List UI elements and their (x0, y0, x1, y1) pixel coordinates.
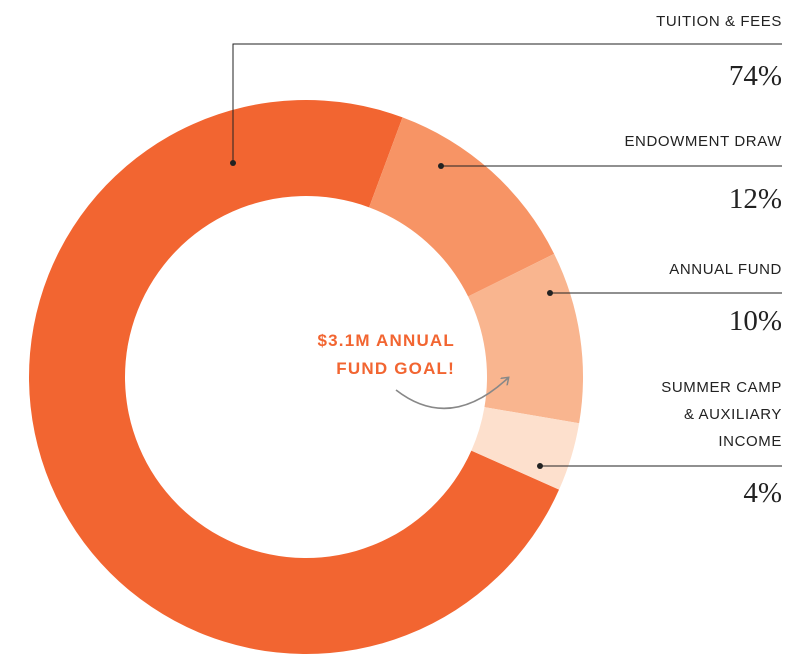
category-label: TUITION & FEES (656, 13, 782, 30)
leader-dot (230, 160, 236, 166)
category-label: ANNUAL FUND (669, 261, 782, 278)
value-label: 74% (728, 60, 782, 92)
annotation-arrow (395, 378, 508, 410)
category-label: ENDOWMENT DRAW (624, 133, 782, 150)
value-label: 12% (728, 183, 782, 215)
slice (468, 253, 583, 424)
value-label: 10% (728, 305, 782, 337)
slice (471, 407, 580, 490)
leader-dot (547, 290, 553, 296)
annotation: $3.1M ANNUAL FUND GOAL! (317, 331, 455, 378)
category-label: SUMMER CAMP & AUXILIARY INCOME (661, 379, 782, 450)
slice (29, 100, 560, 655)
value-label: 4% (743, 477, 782, 509)
leaders (230, 43, 782, 469)
leader-dot (537, 463, 543, 469)
slices (29, 100, 583, 655)
leader-dot (438, 163, 444, 169)
leader-line (232, 43, 782, 163)
slice (369, 117, 555, 297)
